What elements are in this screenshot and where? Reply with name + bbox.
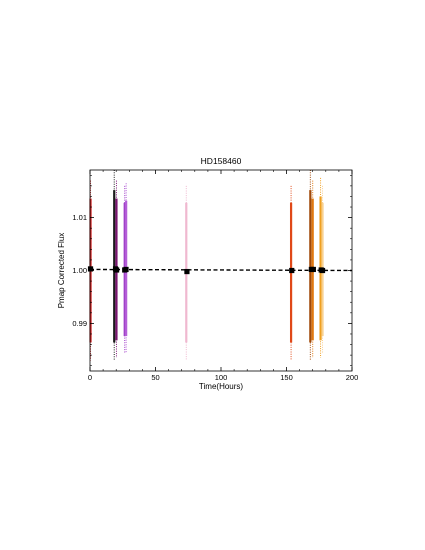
binned-points <box>87 266 326 275</box>
y-tick-label: 0.99 <box>72 319 87 328</box>
x-tick-label: 50 <box>151 373 159 382</box>
x-axis-label: Time(Hours) <box>199 382 243 391</box>
x-tick-label: 150 <box>280 373 293 382</box>
binned-point-0 <box>87 266 94 272</box>
binned-point-6 <box>289 267 295 274</box>
binned-point-2 <box>113 267 120 273</box>
trend-line <box>89 268 353 272</box>
axis-ticks: 0 50 100 150 200 0.99 1.00 1.01 <box>72 170 358 382</box>
binned-point-10 <box>319 267 326 274</box>
observation-band-7 <box>309 170 312 361</box>
binned-point-4 <box>123 266 129 273</box>
observation-band-6 <box>289 185 293 361</box>
y-axis-label: Pmap Corrected Flux <box>57 233 66 309</box>
trend-line-layer <box>89 268 353 272</box>
binned-point-5 <box>184 268 190 275</box>
chart-title: HD158460 <box>201 156 242 166</box>
y-tick-label: 1.01 <box>72 213 87 222</box>
observation-bands <box>89 170 324 361</box>
x-tick-label: 200 <box>346 373 359 382</box>
binned-point-8 <box>310 266 316 273</box>
y-tick-label: 1.00 <box>72 266 87 275</box>
observation-band-1 <box>113 170 116 361</box>
x-tick-label: 0 <box>88 373 92 382</box>
x-tick-label: 100 <box>215 373 228 382</box>
